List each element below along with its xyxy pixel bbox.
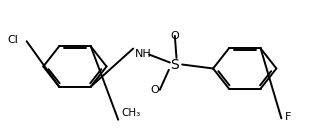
Text: O: O <box>151 85 159 95</box>
Text: F: F <box>285 112 291 122</box>
Text: Cl: Cl <box>7 35 18 45</box>
Text: S: S <box>170 57 179 72</box>
Text: CH₃: CH₃ <box>121 108 140 118</box>
Text: O: O <box>170 31 179 41</box>
Text: NH: NH <box>135 49 152 59</box>
